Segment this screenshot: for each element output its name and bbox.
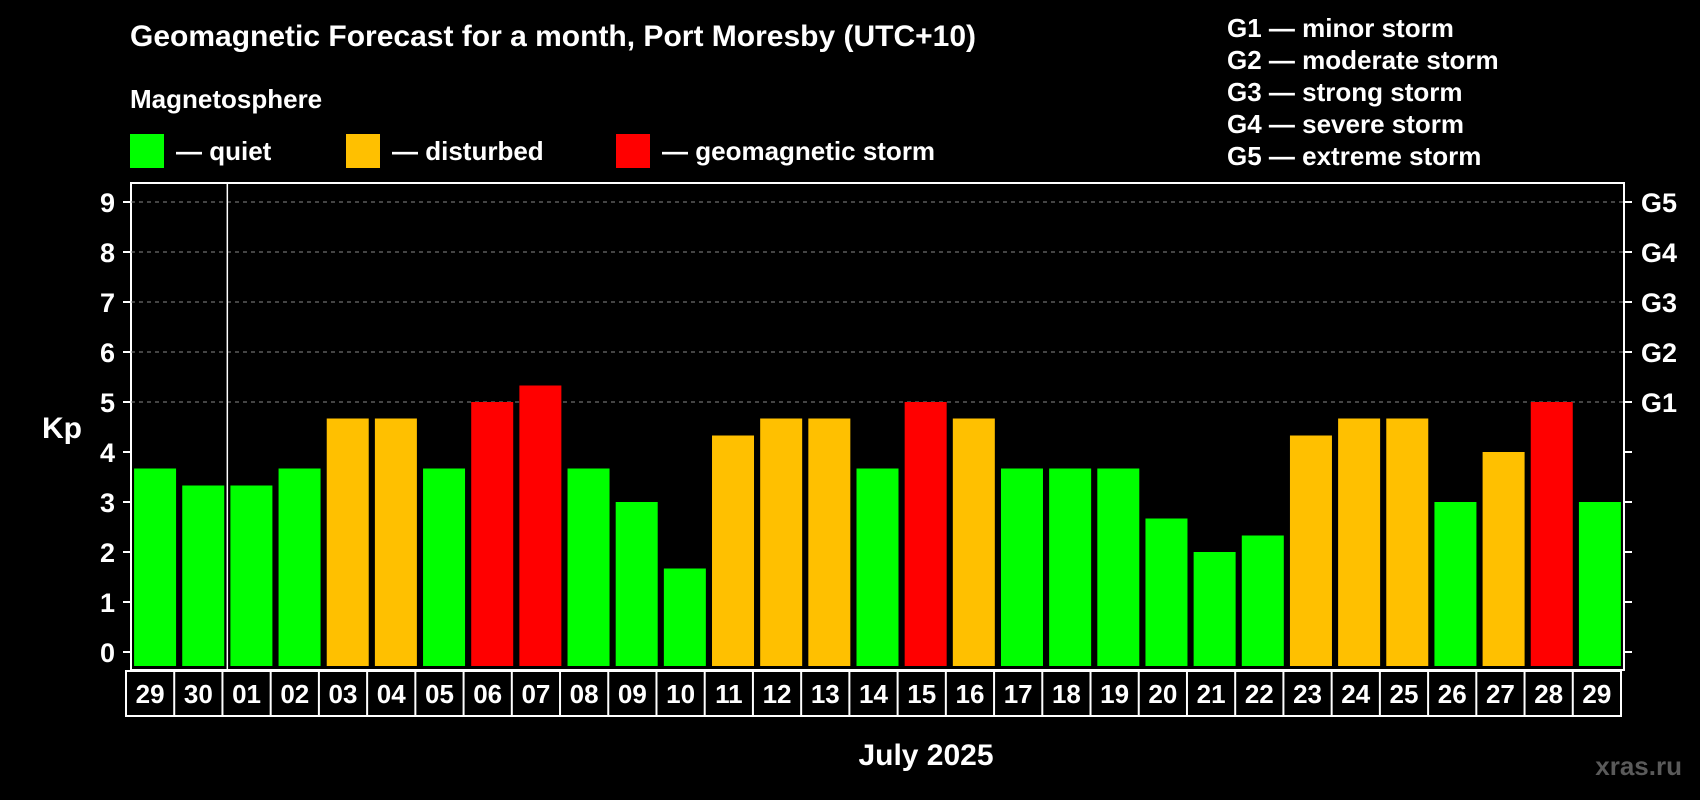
bar-disturbed — [374, 418, 417, 666]
date-label: 29 — [136, 679, 165, 709]
bar-quiet — [663, 568, 706, 666]
y-tick-label: 5 — [100, 388, 115, 418]
date-label: 27 — [1486, 679, 1515, 709]
bar-quiet — [1434, 502, 1477, 666]
date-label: 04 — [377, 679, 406, 709]
date-label: 02 — [280, 679, 309, 709]
bar-quiet — [1241, 535, 1284, 666]
date-label: 08 — [570, 679, 599, 709]
bar-quiet — [230, 485, 273, 666]
y-tick-label: 7 — [100, 288, 115, 318]
date-label: 25 — [1390, 679, 1419, 709]
bar-quiet — [567, 468, 610, 666]
y-tick-label: 6 — [100, 338, 115, 368]
bar-quiet — [615, 502, 658, 666]
date-label: 23 — [1293, 679, 1322, 709]
bar-quiet — [278, 468, 321, 666]
bar-disturbed — [712, 435, 755, 666]
legend-item-quiet: — quiet — [130, 134, 271, 168]
storm-swatch — [616, 134, 650, 168]
disturbed-swatch — [346, 134, 380, 168]
bar-disturbed — [760, 418, 803, 666]
bar-disturbed — [1482, 452, 1525, 666]
date-label: 29 — [1582, 679, 1611, 709]
date-label: 17 — [1004, 679, 1033, 709]
storm-scale-legend: G1 — minor storm G2 — moderate storm G3 … — [1227, 12, 1499, 172]
y-tick-label: 8 — [100, 238, 115, 268]
date-label: 16 — [955, 679, 984, 709]
date-label: 22 — [1245, 679, 1274, 709]
y-tick-label: 0 — [100, 638, 115, 668]
g2-description: G2 — moderate storm — [1227, 45, 1499, 75]
date-label: 26 — [1438, 679, 1467, 709]
date-label: 15 — [907, 679, 936, 709]
bar-storm — [1530, 402, 1573, 666]
y-tick-label: 3 — [100, 488, 115, 518]
bar-quiet — [134, 468, 177, 666]
quiet-swatch — [130, 134, 164, 168]
bar-quiet — [1193, 552, 1236, 666]
g-scale-label: G2 — [1641, 338, 1677, 368]
bar-disturbed — [1386, 418, 1429, 666]
bar-quiet — [1578, 502, 1621, 666]
date-label: 20 — [1148, 679, 1177, 709]
date-label: 13 — [811, 679, 840, 709]
date-label: 05 — [425, 679, 454, 709]
date-label: 18 — [1052, 679, 1081, 709]
bar-disturbed — [808, 418, 851, 666]
bar-quiet — [1049, 468, 1092, 666]
y-tick-label: 9 — [100, 188, 115, 218]
date-label: 30 — [184, 679, 213, 709]
legend-label-storm: — geomagnetic storm — [662, 135, 936, 166]
date-label: 11 — [715, 679, 743, 709]
legend-title: Magnetosphere — [130, 84, 323, 114]
bar-quiet — [1145, 518, 1188, 666]
bar-quiet — [1097, 468, 1140, 666]
bar-quiet — [856, 468, 899, 666]
date-label: 19 — [1100, 679, 1129, 709]
bar-disturbed — [1338, 418, 1381, 666]
bar-disturbed — [952, 418, 995, 666]
date-label: 21 — [1197, 679, 1226, 709]
g-scale-label: G4 — [1641, 238, 1677, 268]
y-tick-label: 2 — [100, 538, 115, 568]
chart-title: Geomagnetic Forecast for a month, Port M… — [130, 20, 976, 53]
date-label: 12 — [763, 679, 792, 709]
bar-disturbed — [326, 418, 369, 666]
bar-disturbed — [1289, 435, 1332, 666]
bar-storm — [519, 385, 562, 666]
g-scale-label: G5 — [1641, 188, 1677, 218]
date-box-frame — [125, 670, 1622, 717]
date-label: 01 — [232, 679, 261, 709]
date-label: 24 — [1341, 679, 1370, 709]
g4-description: G4 — severe storm — [1227, 109, 1465, 139]
bar-quiet — [423, 468, 466, 666]
date-label: 09 — [618, 679, 647, 709]
y-axis-label: Kp — [42, 412, 82, 445]
g-scale-label: G3 — [1641, 288, 1677, 318]
x-axis-label: July 2025 — [858, 739, 993, 772]
g-scale-label: G1 — [1641, 388, 1677, 418]
bar-storm — [471, 402, 514, 666]
y-tick-label: 4 — [100, 438, 115, 468]
g1-description: G1 — minor storm — [1227, 13, 1454, 43]
legend-label-quiet: — quiet — [176, 135, 272, 166]
date-label: 10 — [666, 679, 695, 709]
bar-quiet — [1000, 468, 1043, 666]
date-label: 07 — [521, 679, 550, 709]
y-tick-label: 1 — [100, 588, 115, 618]
g5-description: G5 — extreme storm — [1227, 141, 1482, 171]
g3-description: G3 — strong storm — [1227, 77, 1463, 107]
date-label: 03 — [329, 679, 358, 709]
date-label: 06 — [473, 679, 502, 709]
legend-label-disturbed: — disturbed — [392, 135, 544, 166]
date-label: 28 — [1534, 679, 1563, 709]
legend-item-storm: — geomagnetic storm — [616, 134, 935, 168]
date-label: 14 — [859, 679, 888, 709]
bar-quiet — [182, 485, 225, 666]
legend-item-disturbed: — disturbed — [346, 134, 544, 168]
watermark: xras.ru — [1595, 751, 1682, 781]
bar-storm — [904, 402, 947, 666]
